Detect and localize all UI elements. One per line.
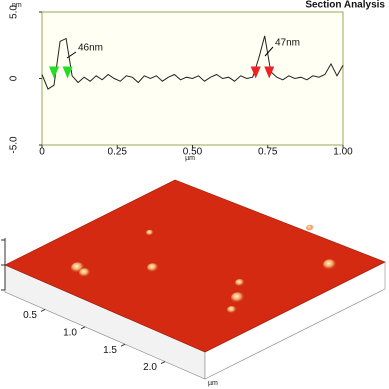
x-tick [120, 343, 126, 347]
y-tick-label: 0 [9, 75, 20, 81]
annotation: 46nm [78, 43, 103, 54]
x-label: µm [208, 380, 218, 387]
x-tick-label: 0 [39, 147, 45, 158]
cursor-marker [49, 66, 60, 79]
x-tick-label: 0.25 [108, 147, 128, 158]
x-tick [80, 326, 86, 330]
y-tick-label: -5.0 [9, 136, 20, 154]
particle [323, 259, 337, 271]
y-unit: nm [12, 2, 22, 9]
particle [235, 279, 245, 287]
chart-title: Section Analysis [305, 0, 385, 11]
x-tick-label: 1.5 [103, 345, 117, 356]
y-tick-label: 5.0 [9, 5, 20, 19]
cursor-marker [62, 66, 73, 79]
x-tick-label: 0.50 [183, 147, 203, 158]
particle [79, 268, 91, 278]
particle [231, 292, 245, 304]
x-tick-label: 0.5 [23, 310, 37, 321]
profile-line [41, 35, 344, 90]
annotation: 47nm [275, 38, 300, 49]
cursor-marker [264, 66, 275, 79]
annotation-arrow [66, 51, 77, 59]
x-label: µm [185, 155, 195, 162]
x-tick [160, 361, 166, 365]
surface-top [4, 179, 386, 353]
cursor-marker [250, 66, 261, 79]
particle [227, 306, 237, 314]
x-tick-label: 2.0 [143, 362, 157, 373]
particle [306, 224, 314, 232]
annotation-arrow [264, 46, 274, 57]
particle [146, 229, 154, 237]
x-tick [40, 308, 46, 312]
x-tick-label: 0.75 [258, 147, 278, 158]
x-tick-label: 1.00 [333, 147, 353, 158]
particle [147, 263, 159, 273]
x-tick-label: 1.0 [63, 327, 77, 338]
